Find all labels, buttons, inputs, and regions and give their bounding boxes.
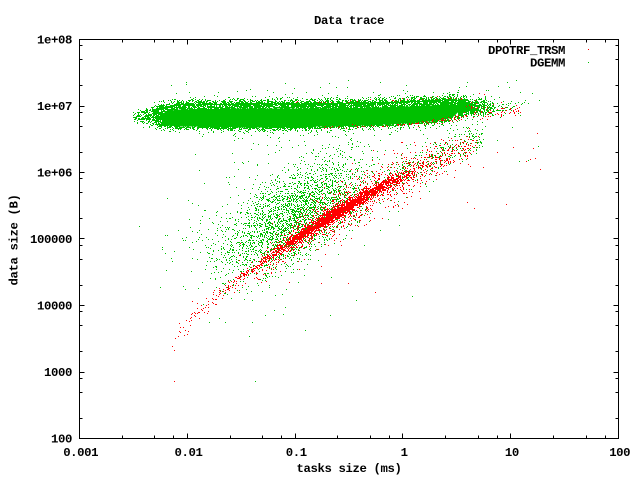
svg-text:1e+08: 1e+08 bbox=[37, 34, 72, 48]
svg-text:0.001: 0.001 bbox=[63, 446, 98, 460]
svg-text:Data trace: Data trace bbox=[314, 14, 384, 28]
svg-text:10000: 10000 bbox=[37, 300, 72, 314]
svg-text:100: 100 bbox=[609, 446, 630, 460]
svg-text:data size (B): data size (B) bbox=[8, 195, 22, 286]
svg-text:0.1: 0.1 bbox=[286, 446, 307, 460]
svg-text:1: 1 bbox=[401, 446, 408, 460]
svg-text:0.01: 0.01 bbox=[175, 446, 203, 460]
svg-text:tasks size (ms): tasks size (ms) bbox=[297, 462, 402, 476]
svg-text:DGEMM: DGEMM bbox=[530, 57, 565, 71]
svg-text:10: 10 bbox=[505, 446, 519, 460]
svg-text:DPOTRF_TRSM: DPOTRF_TRSM bbox=[488, 44, 565, 58]
svg-text:1e+07: 1e+07 bbox=[37, 100, 72, 114]
svg-text:100: 100 bbox=[51, 433, 72, 447]
svg-text:1000: 1000 bbox=[44, 366, 72, 380]
svg-text:100000: 100000 bbox=[30, 233, 72, 247]
svg-text:1e+06: 1e+06 bbox=[37, 167, 72, 181]
